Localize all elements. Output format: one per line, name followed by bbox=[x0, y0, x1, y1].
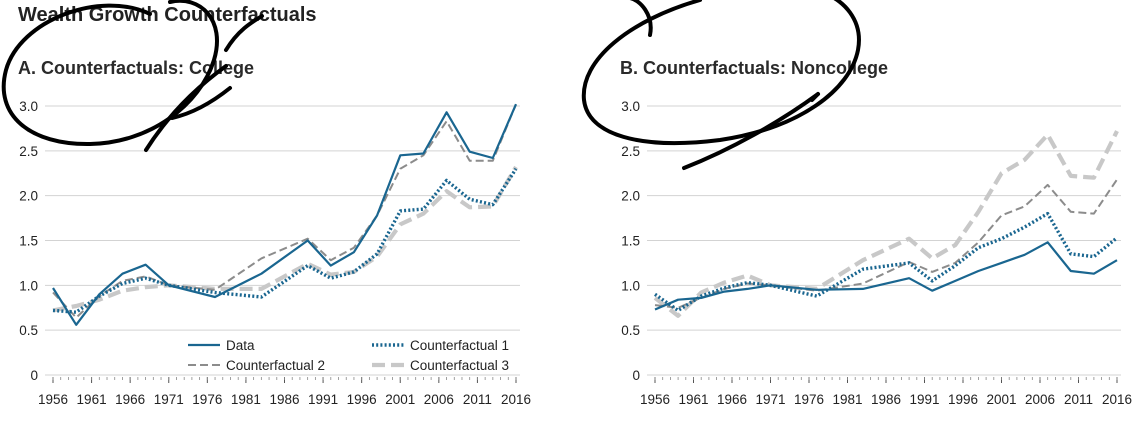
x-tick-label: 1991 bbox=[909, 392, 939, 407]
panel-noncollege: B. Counterfactuals: Noncollege 0 0.5 1.0 1.… bbox=[620, 58, 1132, 407]
x-tick-label: 1996 bbox=[347, 392, 377, 407]
y-tick-label: 2.5 bbox=[621, 144, 640, 159]
y-tick-label: 0.5 bbox=[621, 323, 640, 338]
scribble-stroke bbox=[581, 0, 861, 146]
y-tick-label: 1.5 bbox=[621, 234, 640, 249]
x-tick-label: 2011 bbox=[1064, 392, 1093, 407]
x-tick-label: 1966 bbox=[115, 392, 145, 407]
series-line-counterfactual-3 bbox=[653, 130, 1119, 318]
x-tick-label: 1956 bbox=[640, 392, 670, 407]
panel-title-college: A. Counterfactuals: College bbox=[18, 58, 254, 78]
y-tick-label: 0 bbox=[632, 368, 640, 383]
scribble-stroke bbox=[144, 64, 228, 152]
y-tick-label: 2.5 bbox=[19, 144, 38, 159]
x-tick-label: 2006 bbox=[1025, 392, 1055, 407]
y-tick-label: 3.0 bbox=[19, 99, 38, 114]
x-tick-label: 1986 bbox=[269, 392, 299, 407]
scribble-stroke bbox=[1, 0, 219, 147]
x-tick-label: 1996 bbox=[948, 392, 978, 407]
scribble-stroke bbox=[810, 92, 820, 102]
y-tick-label: 1.5 bbox=[19, 234, 38, 249]
x-tick-label: 2011 bbox=[463, 392, 492, 407]
series-line-counterfactual-1 bbox=[654, 211, 1119, 313]
x-tick-label: 2016 bbox=[501, 392, 531, 407]
x-tick-label: 1976 bbox=[192, 392, 222, 407]
x-tick-label: 1991 bbox=[308, 392, 338, 407]
x-tick-label: 1966 bbox=[717, 392, 747, 407]
legend-label-counterfactual-3: Counterfactual 3 bbox=[410, 358, 509, 373]
x-tick-label: 2001 bbox=[385, 392, 415, 407]
series-line-counterfactual-2 bbox=[654, 178, 1118, 309]
y-tick-label: 3.0 bbox=[621, 99, 640, 114]
scribble-stroke bbox=[682, 92, 820, 170]
panel-college: A. Counterfactuals: College 0 0.5 1.0 1.5 2.… bbox=[18, 58, 531, 407]
legend: Data Counterfactual 1 Counterfactual 2 Coun… bbox=[188, 338, 509, 373]
x-tick-label: 1976 bbox=[794, 392, 824, 407]
series-line-counterfactual-3 bbox=[52, 165, 518, 313]
y-tick-label: 0 bbox=[30, 368, 38, 383]
y-tick-label: 0.5 bbox=[19, 323, 38, 338]
x-tick-label: 1971 bbox=[154, 392, 184, 407]
page-title: Wealth Growth Counterfactuals bbox=[18, 4, 317, 26]
x-tick-label: 1981 bbox=[832, 392, 862, 407]
hand-drawn-scribbles bbox=[1, 0, 861, 170]
x-tick-label: 1961 bbox=[678, 392, 708, 407]
y-tick-label: 2.0 bbox=[19, 189, 38, 204]
y-tick-label: 2.0 bbox=[621, 189, 640, 204]
series-line-data bbox=[52, 103, 518, 326]
panel-title-noncollege: B. Counterfactuals: Noncollege bbox=[620, 58, 888, 78]
legend-label-counterfactual-2: Counterfactual 2 bbox=[226, 358, 325, 373]
x-tick-label: 1961 bbox=[77, 392, 107, 407]
legend-label-data: Data bbox=[226, 338, 255, 353]
series-line-counterfactual-2 bbox=[52, 103, 517, 319]
y-tick-label: 1.0 bbox=[621, 278, 640, 293]
x-tick-label: 1986 bbox=[871, 392, 901, 407]
y-tick-label: 1.0 bbox=[19, 278, 38, 293]
scribble-stroke bbox=[170, 86, 232, 120]
x-tick-label: 1981 bbox=[231, 392, 261, 407]
x-tick-label: 1971 bbox=[755, 392, 785, 407]
x-tick-label: 2006 bbox=[424, 392, 454, 407]
scribble-stroke bbox=[224, 14, 264, 52]
x-tick-label: 2016 bbox=[1102, 392, 1132, 407]
series-line-data bbox=[654, 241, 1118, 311]
legend-label-counterfactual-1: Counterfactual 1 bbox=[410, 338, 509, 353]
x-tick-label: 1956 bbox=[38, 392, 68, 407]
x-tick-label: 2001 bbox=[986, 392, 1016, 407]
